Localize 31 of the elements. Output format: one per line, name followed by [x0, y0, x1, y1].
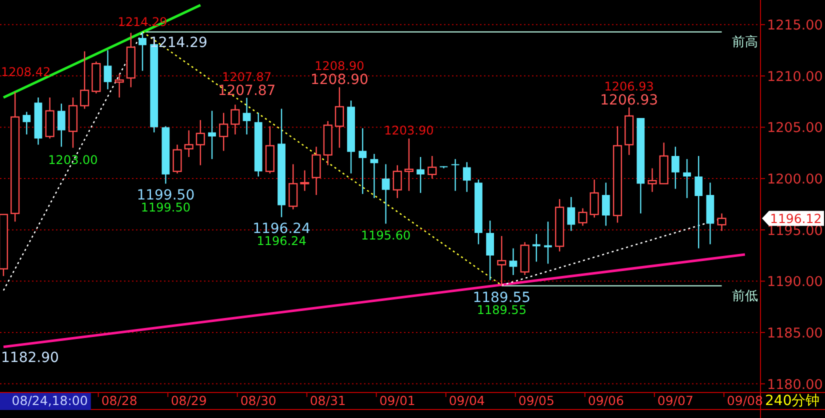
x-tick-label: 08/31 — [310, 393, 346, 408]
y-tick-label: 1215.00 — [767, 18, 823, 34]
x-tick-label: 09/05 — [518, 393, 554, 408]
ref-line-label: 前高 — [732, 34, 758, 50]
annotation: 1206.93 — [604, 79, 654, 94]
x-tick-label: 09/07 — [657, 393, 694, 408]
x-tick-label: 09/06 — [588, 393, 624, 408]
annotation: 1203.90 — [384, 124, 434, 138]
annotation: 1208.90 — [314, 59, 364, 74]
x-tick-label: 08/28 — [101, 393, 138, 408]
annotation: 1208.42 — [1, 65, 51, 80]
y-tick-label: 1210.00 — [767, 68, 823, 85]
annotation: 1203.00 — [48, 152, 98, 167]
y-tick-label: 1200.00 — [767, 172, 823, 188]
ref-line-label: 前低 — [732, 288, 758, 304]
annotation: 1195.60 — [360, 228, 411, 243]
x-tick-label: 09/01 — [379, 393, 416, 408]
text: 240分钟 — [765, 393, 820, 409]
y-tick-label: 1205.00 — [767, 120, 823, 136]
y-tick-label: 1180.00 — [767, 376, 823, 393]
annotation: 1207.87 — [222, 70, 272, 84]
annotation: 1208.90 — [310, 72, 368, 88]
y-tick-label: 1185.00 — [767, 325, 823, 342]
x-tick-label: 09/04 — [448, 393, 485, 408]
x-tick-label: 08/29 — [170, 393, 207, 408]
y-tick-label: 1190.00 — [767, 274, 823, 290]
annotation: 1206.93 — [600, 92, 658, 108]
x-tick-label: 08/30 — [240, 393, 276, 408]
annotation: 1182.90 — [1, 350, 59, 366]
x-tick-label: 08/24,18:00 — [12, 393, 88, 408]
annotation: 1207.87 — [218, 82, 276, 99]
